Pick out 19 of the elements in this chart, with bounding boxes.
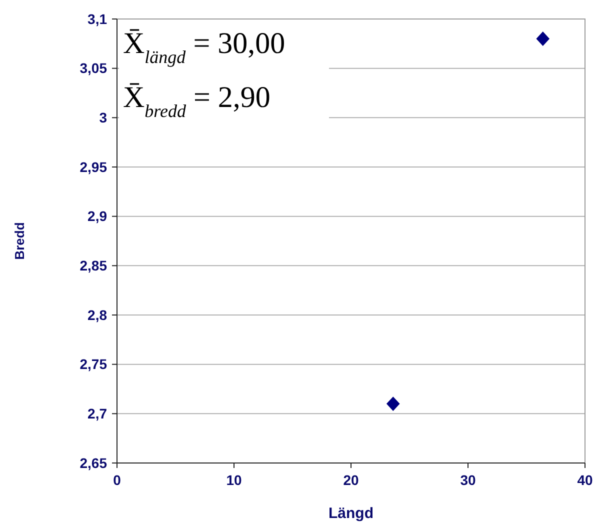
y-tick-label: 3,05 <box>80 60 108 76</box>
annotation: X̄$_{längd}$ = 30,00 <box>123 27 286 67</box>
annotation: X̄$_{bredd}$ = 2,90 <box>123 81 270 121</box>
x-tick-label: 0 <box>113 472 122 488</box>
y-axis-title: Bredd <box>12 222 27 260</box>
y-tick-label: 2,85 <box>80 258 108 274</box>
y-tick-label: 3,1 <box>88 10 108 27</box>
x-tick-label: 20 <box>343 472 359 488</box>
y-tick-label: 2,95 <box>80 158 108 175</box>
x-axis-title: Längd <box>328 505 374 522</box>
y-tick-label: 2,8 <box>88 306 108 323</box>
y-tick-label: 3 <box>99 110 108 126</box>
y-tick-label: 2,65 <box>80 454 108 471</box>
x-tick-label: 40 <box>577 472 593 488</box>
y-tick-label: 2,7 <box>88 406 108 422</box>
x-tick-label: 30 <box>460 472 476 488</box>
y-tick-label: 2,75 <box>80 356 108 372</box>
x-tick-label: 10 <box>226 472 242 488</box>
y-tick-label: 2,9 <box>88 208 108 224</box>
